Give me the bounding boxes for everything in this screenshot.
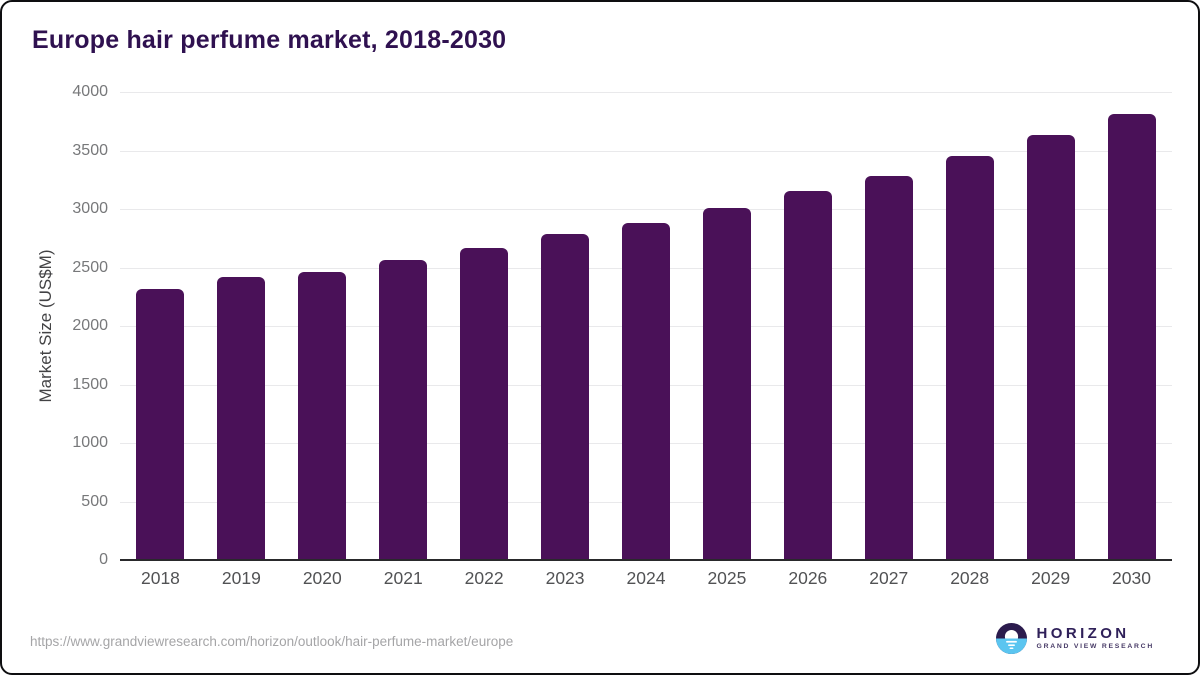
x-tick-2022: 2022 (464, 568, 504, 588)
bar-slot-2028 (929, 92, 1010, 560)
x-tick-2018: 2018 (140, 568, 180, 588)
bar-slot-2024 (606, 92, 687, 560)
x-axis-line (120, 559, 1172, 561)
bar-slot-2020 (282, 92, 363, 560)
y-tick-2500: 2500 (72, 258, 108, 276)
bar-2022[interactable] (460, 247, 509, 560)
bar-slot-2027 (848, 92, 929, 560)
bar-2021[interactable] (379, 259, 428, 560)
plot-area (120, 92, 1172, 561)
bar-2019[interactable] (217, 277, 266, 560)
x-tick-2023: 2023 (545, 568, 585, 588)
y-tick-0: 0 (99, 551, 108, 568)
x-tick-2027: 2027 (869, 568, 909, 588)
bar-2027[interactable] (864, 175, 913, 560)
bar-slot-2025 (686, 92, 767, 560)
bar-2018[interactable] (136, 288, 185, 560)
y-tick-1500: 1500 (72, 375, 108, 393)
bar-slot-2022 (444, 92, 525, 560)
x-tick-2024: 2024 (626, 568, 666, 588)
x-tick-2019: 2019 (221, 568, 261, 588)
bar-2029[interactable] (1026, 135, 1075, 560)
bar-2020[interactable] (298, 272, 347, 560)
horizon-sun-icon (995, 623, 1027, 654)
x-tick-2029: 2029 (1031, 568, 1071, 588)
logo-brand: HORIZON (1036, 625, 1130, 642)
y-tick-2000: 2000 (72, 317, 108, 334)
y-tick-3000: 3000 (72, 200, 108, 217)
bar-2023[interactable] (541, 233, 590, 560)
x-tick-2030: 2030 (1112, 568, 1151, 588)
y-tick-4000: 4000 (72, 83, 108, 100)
x-tick-2021: 2021 (383, 568, 423, 588)
bar-2025[interactable] (702, 208, 751, 560)
gridline-3000 (120, 209, 1172, 210)
y-tick-1000: 1000 (72, 434, 108, 451)
bar-slot-2018 (120, 92, 201, 560)
x-tick-2026: 2026 (788, 568, 828, 588)
bar-2026[interactable] (783, 191, 832, 560)
x-tick-2025: 2025 (707, 568, 747, 588)
source-url: https://www.grandviewresearch.com/horizo… (30, 634, 514, 649)
x-tick-2020: 2020 (302, 568, 342, 588)
logo-sub-brand: GRAND VIEW RESEARCH (1036, 643, 1154, 650)
bar-slot-2021 (363, 92, 444, 560)
bar-slot-2023 (525, 92, 606, 560)
bar-slot-2026 (767, 92, 848, 560)
chart-title: Europe hair perfume market, 2018-2030 (32, 26, 507, 54)
bar-slot-2019 (201, 92, 282, 560)
logo-text: HORIZON GRAND VIEW RESEARCH (1037, 626, 1154, 651)
gridline-4000 (120, 92, 1172, 93)
gridline-3500 (120, 150, 1172, 152)
bar-series (120, 92, 1172, 560)
bar-2030[interactable] (1107, 113, 1156, 560)
y-tick-500: 500 (81, 492, 108, 510)
bar-slot-2030 (1091, 92, 1172, 560)
bar-slot-2029 (1010, 92, 1091, 560)
x-tick-2028: 2028 (950, 568, 990, 588)
horizon-logo: HORIZON GRAND VIEW RESEARCH (995, 623, 1154, 654)
bar-2024[interactable] (621, 222, 670, 560)
bar-2028[interactable] (945, 156, 994, 560)
x-axis-tick-labels: 2018 2019 2020 2021 2022 2023 2024 2025 2026 2027… (120, 568, 1172, 589)
y-tick-3500: 3500 (72, 141, 108, 159)
